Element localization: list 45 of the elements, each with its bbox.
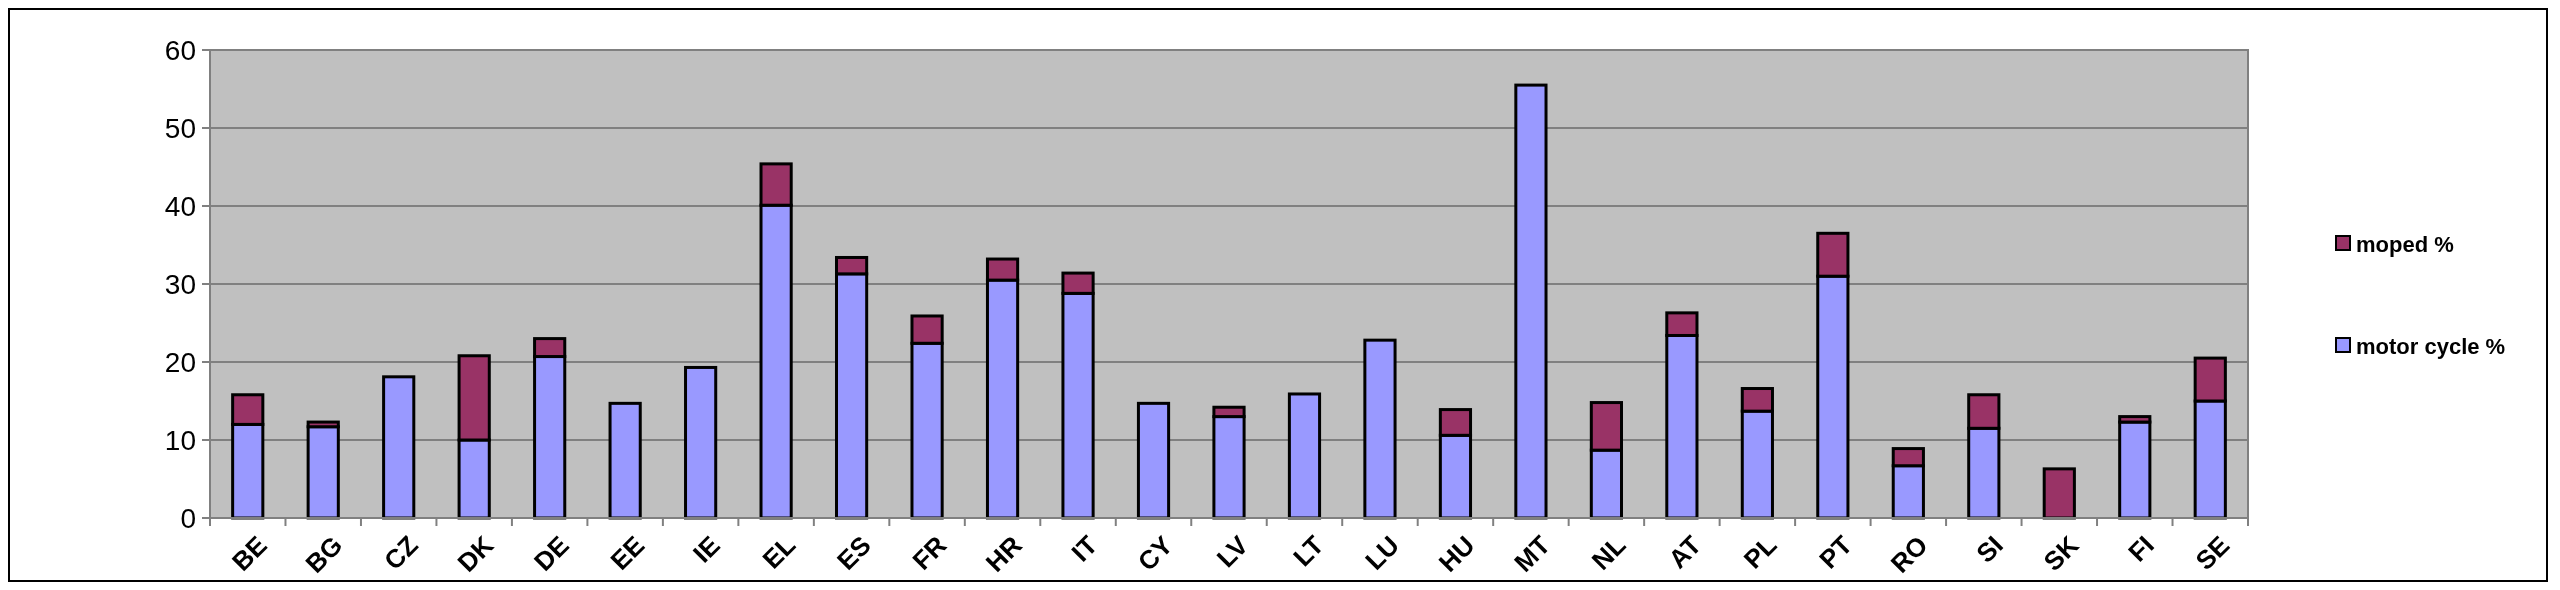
x-tick-label: EL — [756, 529, 802, 575]
x-tick-label: HU — [1432, 529, 1481, 578]
x-tick-label: FI — [2122, 529, 2160, 568]
bar — [306, 425, 340, 520]
bar — [1363, 338, 1397, 520]
x-tick-label: BE — [226, 529, 273, 577]
x-tick-label: FR — [906, 529, 953, 576]
y-tick-label: 30 — [164, 268, 196, 300]
y-tick-label: 0 — [180, 502, 196, 534]
x-tick-label: RO — [1884, 529, 1934, 579]
x-tick-label: IT — [1065, 529, 1104, 568]
bar — [608, 401, 642, 520]
x-tick-label: PT — [1813, 529, 1859, 575]
x-tick-label: DK — [451, 529, 500, 578]
legend-label: motor cycle % — [2356, 333, 2506, 359]
x-tick-label: MT — [1508, 529, 1557, 578]
x-tick-label: NL — [1585, 529, 1632, 576]
y-tick-label: 40 — [164, 190, 196, 222]
x-tick-label: PL — [1737, 529, 1783, 575]
x-tick-label: HR — [979, 529, 1028, 578]
x-tick-label: CY — [1131, 529, 1179, 577]
y-tick-label: 10 — [164, 424, 196, 456]
x-tick-label: DE — [528, 529, 575, 577]
bar — [684, 365, 718, 520]
y-tick-label: 50 — [164, 112, 196, 144]
legend-label: moped % — [2356, 231, 2454, 257]
x-tick-label: CZ — [378, 529, 424, 576]
bar — [382, 375, 416, 520]
x-tick-label: AT — [1662, 529, 1708, 575]
x-tick-label: SI — [1970, 529, 2009, 569]
y-tick-label: 20 — [164, 346, 196, 378]
x-tick-label: EE — [604, 529, 651, 576]
bar — [1514, 83, 1548, 520]
x-tick-label: LU — [1359, 529, 1406, 576]
x-tick-label: BG — [299, 529, 349, 579]
bar — [2042, 467, 2076, 520]
x-tick-label: SK — [2037, 529, 2085, 577]
x-tick-label: LV — [1210, 529, 1255, 574]
x-tick-label: LT — [1287, 529, 1330, 573]
bar — [1287, 392, 1322, 520]
x-tick-label: SE — [2189, 529, 2236, 576]
x-tick-label: ES — [830, 529, 877, 576]
y-tick-label: 60 — [164, 34, 196, 66]
bar — [1136, 401, 1171, 520]
x-tick-label: IE — [687, 529, 726, 569]
